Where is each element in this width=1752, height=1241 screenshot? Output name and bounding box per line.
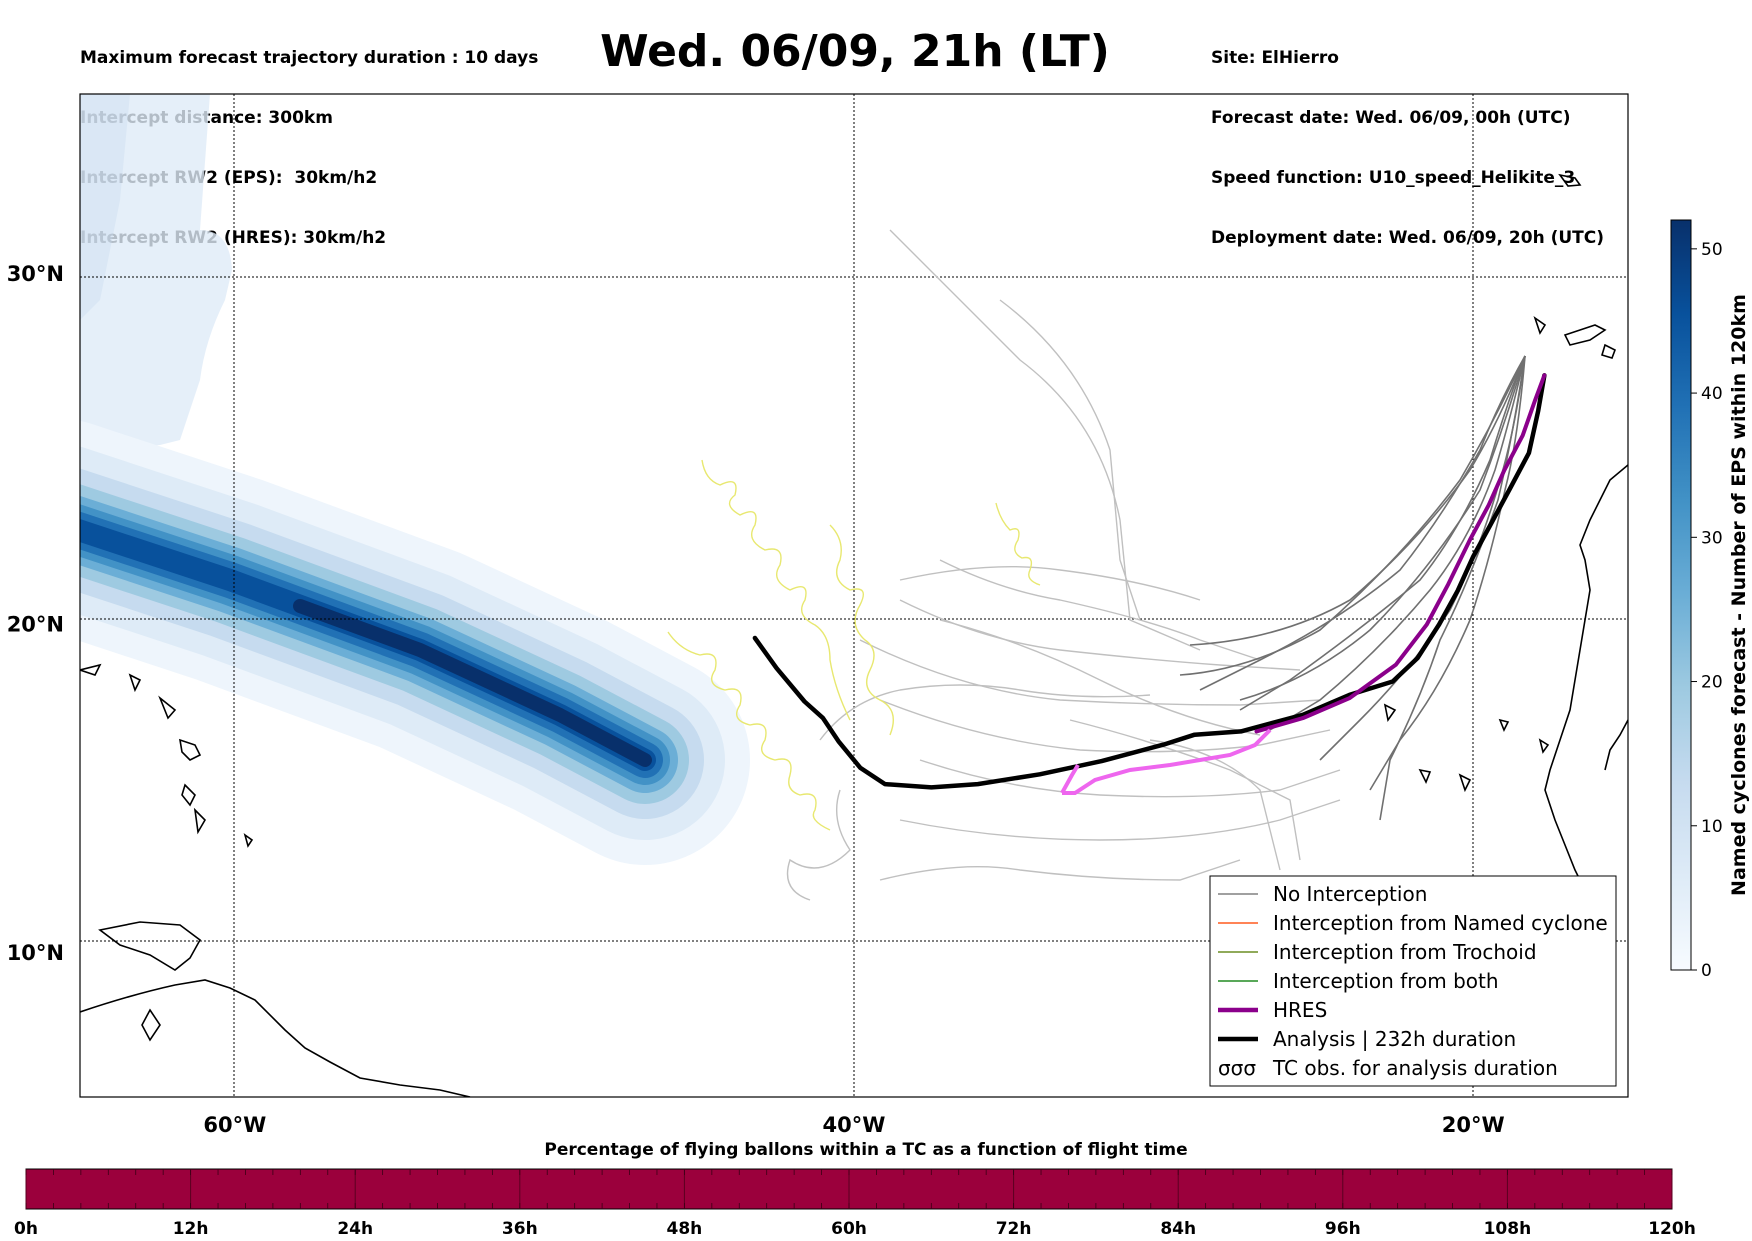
pb-tick-label: 84h xyxy=(1160,1219,1196,1239)
chart-title: Wed. 06/09, 21h (LT) xyxy=(600,26,1110,77)
colorbar-tick-label: 20 xyxy=(1701,673,1723,693)
series-layer xyxy=(752,373,1547,790)
header-line: Deployment date: Wed. 06/09, 20h (UTC) xyxy=(1211,228,1605,248)
percentage-bar: Percentage of flying ballons within a TC… xyxy=(14,1140,1696,1239)
pb-tick-label: 120h xyxy=(1648,1219,1696,1239)
header-line: Maximum forecast trajectory duration : 1… xyxy=(80,48,539,68)
legend-label: TC obs. for analysis duration xyxy=(1272,1056,1558,1080)
legend: No Interception Interception from Named c… xyxy=(1209,875,1617,1087)
legend-label: No Interception xyxy=(1273,882,1427,906)
legend-label: Interception from Trochoid xyxy=(1273,940,1537,964)
legend-label: Interception from both xyxy=(1273,969,1499,993)
pb-tick-label: 60h xyxy=(831,1219,867,1239)
density-plume xyxy=(80,94,130,320)
percentage-bar-ticks: 0h 12h 24h 36h 48h 60h 72h 84h 96h 108h 120h xyxy=(14,1169,1696,1239)
pb-tick-label: 48h xyxy=(667,1219,703,1239)
legend-label: Interception from Named cyclone xyxy=(1273,911,1608,935)
colorbar-tick-label: 30 xyxy=(1701,528,1723,548)
coastlines xyxy=(80,173,1628,1097)
legend-label: HRES xyxy=(1273,998,1327,1022)
hres-segment-pink xyxy=(1062,728,1272,795)
density-plume xyxy=(80,94,232,450)
legend-loop-symbol: σσσ xyxy=(1218,1056,1256,1080)
plot-frame xyxy=(79,93,1629,1098)
tc-obs-loops xyxy=(667,459,1041,831)
x-tick-label: 40°W xyxy=(823,1113,886,1137)
x-tick-label: 20°W xyxy=(1442,1113,1505,1137)
pb-tick-label: 12h xyxy=(173,1219,209,1239)
colorbar: 0 10 20 30 40 50 Named cyclones forecast - Nu… xyxy=(1670,219,1750,981)
legend-label: Analysis | 232h duration xyxy=(1273,1027,1516,1051)
colorbar-label: Named cyclones forecast - Number of EPS … xyxy=(1728,294,1750,896)
axis-ticks: 60°W 40°W 20°W 30°N 20°N 10°N xyxy=(7,262,1505,1137)
header-line: Speed function: U10_speed_Helikite_3 xyxy=(1211,168,1576,188)
colorbar-tick-label: 10 xyxy=(1701,817,1723,837)
y-tick-label: 10°N xyxy=(7,941,64,965)
cyclone-density-band xyxy=(80,421,750,865)
colorbar-ticks: 0 10 20 30 40 50 xyxy=(1691,240,1723,981)
series-line xyxy=(1254,373,1547,734)
legend-box xyxy=(1209,875,1617,1087)
header-right: Site: ElHierro Forecast date: Wed. 06/09… xyxy=(1211,8,1604,268)
pb-tick-label: 36h xyxy=(502,1219,538,1239)
colorbar-tick-label: 40 xyxy=(1701,384,1723,404)
colorbar-tick-label: 0 xyxy=(1701,961,1712,981)
pb-tick-label: 24h xyxy=(337,1219,373,1239)
series-line xyxy=(752,373,1547,790)
colorbar-tick-label: 50 xyxy=(1701,240,1723,260)
pb-tick-label: 72h xyxy=(996,1219,1032,1239)
x-tick-label: 60°W xyxy=(203,1113,266,1137)
pb-tick-label: 108h xyxy=(1484,1219,1532,1239)
trajectories-light xyxy=(786,229,1341,901)
percentage-bar-title: Percentage of flying ballons within a TC… xyxy=(544,1140,1187,1160)
y-tick-label: 20°N xyxy=(7,613,64,637)
header-line: Site: ElHierro xyxy=(1211,48,1339,68)
header-line: Forecast date: Wed. 06/09, 00h (UTC) xyxy=(1211,108,1571,128)
y-tick-label: 30°N xyxy=(7,262,64,286)
colorbar-gradient xyxy=(1670,219,1692,971)
hres-segment-pink xyxy=(1060,763,1080,794)
pb-tick-label: 96h xyxy=(1325,1219,1361,1239)
pb-tick-label: 0h xyxy=(14,1219,38,1239)
